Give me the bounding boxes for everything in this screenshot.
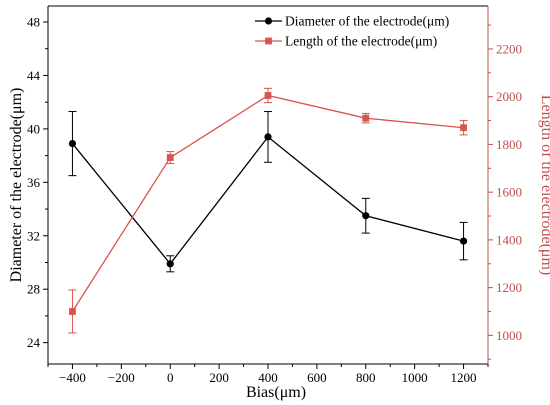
left-tick-label: 28: [27, 282, 40, 297]
left-tick-label: 44: [27, 68, 41, 83]
length-series: [68, 87, 468, 334]
legend: Diameter of the electrode(μm) Length of t…: [255, 14, 449, 49]
legend-label: Length of the electrode(μm): [285, 34, 437, 49]
x-tick-label: 600: [307, 370, 327, 385]
x-tick-label: 1000: [402, 370, 428, 385]
data-point: [69, 308, 76, 315]
left-tick-label: 40: [27, 121, 40, 136]
x-axis-ticks: −400 −200 0 200 400 600 800 1000 1200: [47, 364, 489, 385]
data-point: [362, 114, 370, 122]
left-tick-label: 32: [27, 228, 40, 243]
right-axis-label: Length of the electrode(μm): [538, 95, 550, 276]
left-axis-ticks: 24 28 32 36 40 44 48: [27, 15, 48, 350]
data-point: [460, 124, 467, 132]
left-axis-label: Diameter of the electrode(μm): [8, 88, 25, 283]
x-tick-label: −200: [108, 370, 135, 385]
right-tick-label: 1000: [496, 328, 522, 343]
left-tick-label: 24: [27, 335, 41, 350]
x-tick-label: −400: [59, 370, 86, 385]
x-tick-label: 200: [209, 370, 229, 385]
left-tick-label: 36: [27, 175, 41, 190]
diameter-series: [68, 111, 468, 273]
legend-marker: [264, 17, 273, 25]
data-point: [166, 154, 174, 161]
legend-label: Diameter of the electrode(μm): [285, 14, 449, 29]
plot-frame: [47, 5, 489, 365]
right-axis-ticks: 1000 1200 1400 1600 1800 2000 2200: [488, 24, 522, 360]
data-point: [459, 237, 468, 245]
right-tick-label: 2000: [496, 89, 522, 104]
data-point: [362, 212, 370, 220]
data-point: [264, 133, 272, 141]
right-tick-label: 1400: [496, 232, 522, 247]
data-point: [166, 260, 174, 268]
right-tick-label: 1600: [496, 185, 522, 200]
legend-marker: [265, 37, 272, 45]
x-tick-label: 800: [356, 370, 376, 385]
x-axis-label: Bias(μm): [246, 384, 306, 401]
right-tick-label: 1800: [496, 137, 522, 152]
x-tick-label: 0: [167, 370, 174, 385]
x-tick-label: 400: [258, 370, 278, 385]
left-tick-label: 48: [27, 15, 40, 30]
data-point: [68, 139, 77, 148]
right-tick-label: 2200: [496, 41, 522, 56]
data-point: [264, 92, 272, 99]
series-layer: [68, 87, 468, 334]
right-tick-label: 1200: [496, 280, 522, 295]
x-tick-label: 1200: [451, 370, 477, 385]
